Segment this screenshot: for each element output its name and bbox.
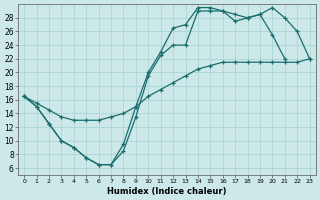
X-axis label: Humidex (Indice chaleur): Humidex (Indice chaleur) <box>107 187 227 196</box>
